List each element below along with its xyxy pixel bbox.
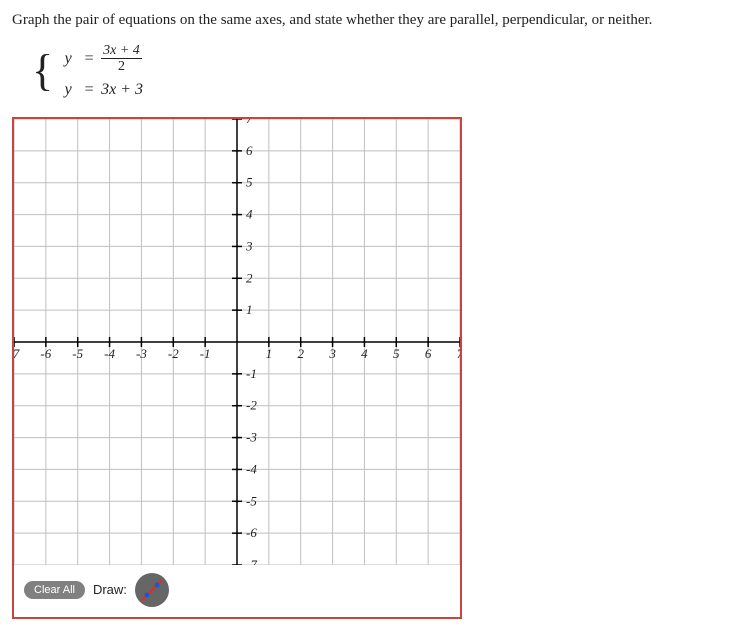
svg-text:7: 7 (457, 346, 460, 361)
svg-text:2: 2 (297, 346, 304, 361)
svg-text:-6: -6 (40, 346, 51, 361)
svg-text:-6: -6 (246, 525, 257, 540)
svg-text:7: 7 (246, 119, 253, 126)
svg-text:6: 6 (246, 143, 253, 158)
svg-text:2: 2 (246, 270, 253, 285)
eq2-op: = (77, 81, 101, 99)
svg-text:5: 5 (393, 346, 400, 361)
svg-text:-4: -4 (246, 461, 257, 476)
eq1-op: = (77, 50, 101, 68)
svg-text:1: 1 (246, 302, 253, 317)
svg-text:-1: -1 (200, 346, 211, 361)
svg-text:-4: -4 (104, 346, 115, 361)
svg-text:3: 3 (245, 238, 253, 253)
svg-text:-7: -7 (246, 557, 257, 565)
svg-text:1: 1 (266, 346, 273, 361)
svg-text:4: 4 (246, 206, 253, 221)
equation-1: y = 3x + 4 2 (59, 43, 143, 75)
svg-text:-3: -3 (246, 429, 257, 444)
graph-panel: -7 -6 -5 -4 -3 -2 -1 1 2 3 4 5 6 7 7 6 5 4 3 2 1 -1 -2 -3 -4 -5 -6… (12, 117, 462, 619)
eq1-lhs: y (59, 50, 77, 68)
eq2-lhs: y (59, 81, 77, 99)
equation-system: { y = 3x + 4 2 y = 3x + 3 (32, 43, 719, 99)
instruction-text: Graph the pair of equations on the same … (12, 12, 719, 29)
line-through-points-icon (139, 577, 165, 603)
svg-text:5: 5 (246, 174, 253, 189)
draw-label: Draw: (93, 582, 127, 597)
svg-text:-2: -2 (168, 346, 179, 361)
svg-text:-5: -5 (72, 346, 83, 361)
eq1-numerator: 3x + 4 (103, 43, 140, 58)
eq2-rhs: 3x + 3 (101, 81, 143, 98)
coordinate-grid[interactable]: -7 -6 -5 -4 -3 -2 -1 1 2 3 4 5 6 7 7 6 5 4 3 2 1 -1 -2 -3 -4 -5 -6… (14, 119, 460, 565)
svg-text:3: 3 (328, 346, 336, 361)
line-tool-button[interactable] (135, 573, 169, 607)
left-brace: { (32, 49, 53, 93)
graph-toolbar: Clear All Draw: (14, 565, 460, 617)
svg-text:6: 6 (425, 346, 432, 361)
clear-all-button[interactable]: Clear All (24, 581, 85, 599)
svg-text:-1: -1 (246, 366, 257, 381)
svg-text:-7: -7 (14, 346, 20, 361)
eq1-denominator: 2 (116, 59, 127, 74)
svg-text:4: 4 (361, 346, 368, 361)
svg-text:-5: -5 (246, 493, 257, 508)
svg-text:-3: -3 (136, 346, 147, 361)
svg-text:-2: -2 (246, 397, 257, 412)
eq1-fraction: 3x + 4 2 (101, 43, 142, 75)
equation-2: y = 3x + 3 (59, 81, 143, 99)
